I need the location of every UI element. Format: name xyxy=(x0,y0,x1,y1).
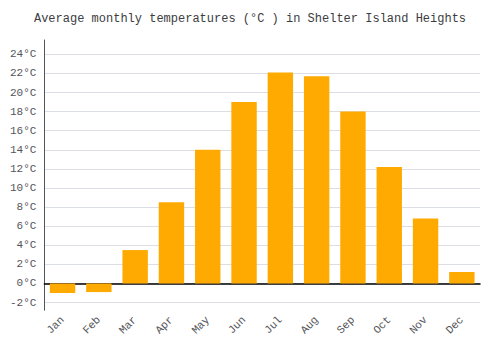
svg-text:Mar: Mar xyxy=(117,314,139,336)
svg-text:8°C: 8°C xyxy=(17,201,37,213)
svg-text:18°C: 18°C xyxy=(10,106,37,118)
svg-text:Feb: Feb xyxy=(81,314,103,336)
svg-text:24°C: 24°C xyxy=(10,48,37,60)
svg-text:4°C: 4°C xyxy=(17,239,37,251)
svg-text:20°C: 20°C xyxy=(10,87,37,99)
svg-text:14°C: 14°C xyxy=(10,144,37,156)
svg-text:0°C: 0°C xyxy=(17,277,37,289)
svg-text:22°C: 22°C xyxy=(10,67,37,79)
svg-text:-2°C: -2°C xyxy=(10,297,37,309)
svg-text:Aug: Aug xyxy=(298,314,320,336)
svg-text:2°C: 2°C xyxy=(17,258,37,270)
svg-text:Apr: Apr xyxy=(153,314,175,336)
svg-text:Nov: Nov xyxy=(407,314,430,337)
svg-text:Dec: Dec xyxy=(444,314,466,336)
svg-text:May: May xyxy=(190,314,213,337)
svg-text:Sep: Sep xyxy=(335,314,357,336)
svg-text:16°C: 16°C xyxy=(10,125,37,137)
svg-text:Jul: Jul xyxy=(262,314,284,336)
svg-text:6°C: 6°C xyxy=(17,220,37,232)
svg-text:Oct: Oct xyxy=(371,314,393,336)
svg-text:12°C: 12°C xyxy=(10,163,37,175)
svg-text:Jan: Jan xyxy=(44,314,66,336)
svg-text:Jun: Jun xyxy=(226,314,248,336)
svg-text:10°C: 10°C xyxy=(10,182,37,194)
svg-text:Average monthly temperatures (: Average monthly temperatures (°C ) in Sh… xyxy=(34,12,466,26)
